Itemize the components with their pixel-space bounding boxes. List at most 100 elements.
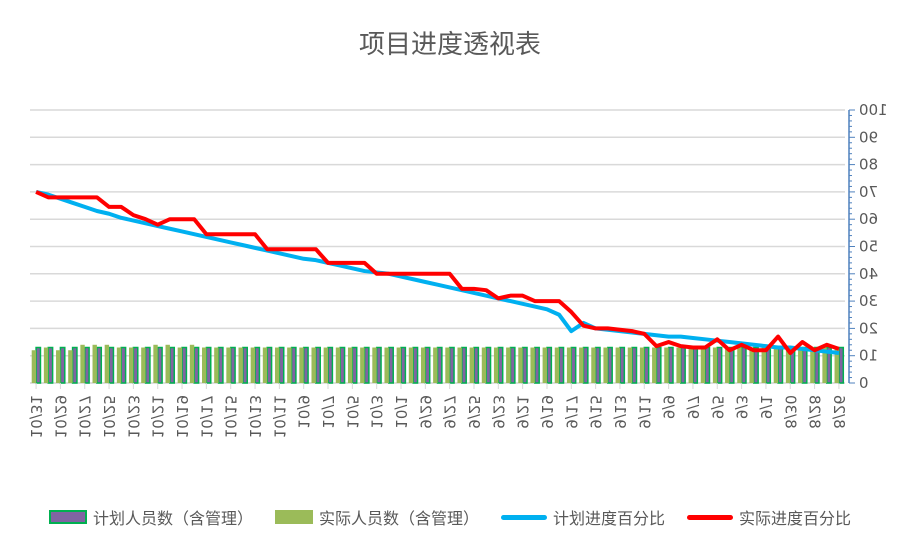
bar-actual-staff — [615, 347, 620, 383]
plot-area: 0 10 20 30 40 50 60 70 80 90 100 8/26 8/28 8/30 9/1 9/3… — [27, 101, 888, 438]
bar-actual-staff — [396, 347, 402, 383]
bar-planned-staff — [728, 346, 735, 384]
bar-planned-staff — [120, 346, 127, 384]
x-tick-label: 9/9 — [660, 395, 678, 419]
bar-planned-staff — [96, 346, 103, 384]
x-tick-label: 9/1 — [757, 395, 775, 419]
bar-planned-staff — [424, 346, 431, 384]
bar-planned-staff — [254, 346, 261, 384]
x-tick-label: 9/17 — [562, 395, 580, 429]
bar-planned-staff — [388, 346, 394, 384]
bar-actual-staff — [530, 347, 535, 383]
bar-actual-staff — [676, 347, 681, 383]
bar-planned-staff — [497, 346, 504, 384]
x-tick-label: 10/5 — [343, 395, 361, 429]
bar-actual-staff — [262, 347, 268, 383]
bar-actual-staff — [214, 347, 219, 383]
bar-actual-staff — [737, 347, 742, 383]
bar-planned-staff — [217, 346, 224, 384]
legend-item-planned-staff[interactable]: 计划人员数（含管理） — [48, 505, 253, 529]
legend: 计划人员数（含管理） 实际人员数（含管理） 计划进度百分比 实际进度百分比 — [0, 505, 900, 529]
bar-actual-staff — [92, 344, 97, 383]
bar-planned-staff — [485, 346, 492, 384]
bar-planned-staff — [436, 346, 443, 384]
bar-actual-staff — [116, 347, 122, 383]
y-tick-label: 20 — [859, 319, 878, 337]
legend-item-actual-progress[interactable]: 实际进度百分比 — [687, 505, 851, 529]
legend-item-planned-progress[interactable]: 计划进度百分比 — [501, 505, 665, 529]
bar-planned-staff — [181, 346, 188, 384]
x-tick-label: 10/27 — [76, 395, 94, 438]
bar-actual-staff — [347, 347, 353, 383]
legend-swatch-blue-line — [501, 514, 547, 520]
bar-planned-staff — [753, 346, 759, 384]
x-tick-label: 9/23 — [489, 395, 507, 429]
x-tick-label: 9/3 — [733, 395, 751, 419]
bar-planned-staff — [777, 346, 784, 384]
bar-actual-staff — [153, 344, 158, 383]
bar-actual-staff — [408, 347, 414, 383]
bar-actual-staff — [761, 347, 766, 383]
bar-planned-staff — [607, 346, 613, 384]
x-tick-label: 10/19 — [173, 395, 191, 438]
bar-planned-staff — [59, 346, 66, 384]
bar-planned-staff — [521, 346, 528, 384]
bar-planned-staff — [400, 346, 407, 384]
y-tick-label: 60 — [859, 210, 878, 228]
x-tick-label: 9/25 — [465, 395, 483, 429]
bar-planned-staff — [546, 346, 553, 384]
bar-actual-staff — [445, 347, 450, 383]
bar-planned-staff — [594, 346, 601, 384]
bar-planned-staff — [838, 346, 845, 384]
legend-item-actual-staff[interactable]: 实际人员数（含管理） — [274, 505, 479, 529]
legend-label: 计划进度百分比 — [553, 509, 666, 528]
bar-planned-staff — [667, 346, 674, 384]
x-tick-label: 10/29 — [51, 395, 69, 438]
bar-actual-staff — [810, 347, 815, 383]
bar-actual-staff — [165, 344, 170, 383]
x-tick-label: 9/29 — [416, 395, 434, 429]
bar-actual-staff — [700, 347, 706, 383]
bar-planned-staff — [461, 346, 467, 384]
bar-planned-staff — [205, 346, 212, 384]
bar-planned-staff — [363, 346, 370, 384]
bar-planned-staff — [47, 346, 54, 384]
x-tick-label: 10/17 — [197, 395, 215, 438]
bar-planned-staff — [169, 346, 176, 384]
bar-actual-staff — [360, 347, 365, 383]
bar-actual-staff — [554, 347, 560, 383]
x-tick-label: 9/11 — [635, 395, 653, 429]
bar-planned-staff — [692, 346, 699, 384]
x-tick-label: 8/30 — [781, 395, 799, 429]
bar-actual-staff — [56, 350, 61, 383]
bar-actual-staff — [189, 344, 195, 383]
x-tick-label: 10/15 — [222, 395, 240, 438]
bar-actual-staff — [518, 347, 523, 383]
bar-planned-staff — [290, 346, 297, 384]
bar-actual-staff — [68, 350, 73, 383]
x-tick-label: 10/3 — [368, 395, 386, 429]
bar-actual-staff — [639, 347, 645, 383]
bar-actual-staff — [773, 347, 779, 383]
x-tick-label: 10/31 — [27, 395, 45, 438]
bar-planned-staff — [375, 346, 382, 384]
bar-actual-staff — [129, 347, 134, 383]
bar-planned-staff — [132, 346, 139, 384]
bar-planned-staff — [680, 346, 686, 384]
x-tick-label: 10/1 — [392, 395, 410, 429]
bar-actual-staff — [481, 347, 487, 383]
bar-actual-staff — [202, 347, 207, 383]
y-tick-label: 70 — [859, 183, 878, 201]
bar-actual-staff — [834, 347, 839, 383]
legend-label: 计划人员数（含管理） — [92, 509, 253, 528]
bar-planned-staff — [631, 346, 638, 384]
bar-actual-staff — [627, 347, 633, 383]
line-actual-progress — [35, 190, 840, 355]
bar-planned-staff — [144, 346, 151, 384]
y-tick-label: 30 — [859, 292, 878, 310]
bar-planned-staff — [716, 346, 723, 384]
bar-planned-staff — [473, 346, 480, 384]
x-tick-label: 9/13 — [611, 395, 629, 429]
bar-actual-staff — [542, 347, 547, 383]
x-tick-label: 10/13 — [246, 395, 264, 438]
